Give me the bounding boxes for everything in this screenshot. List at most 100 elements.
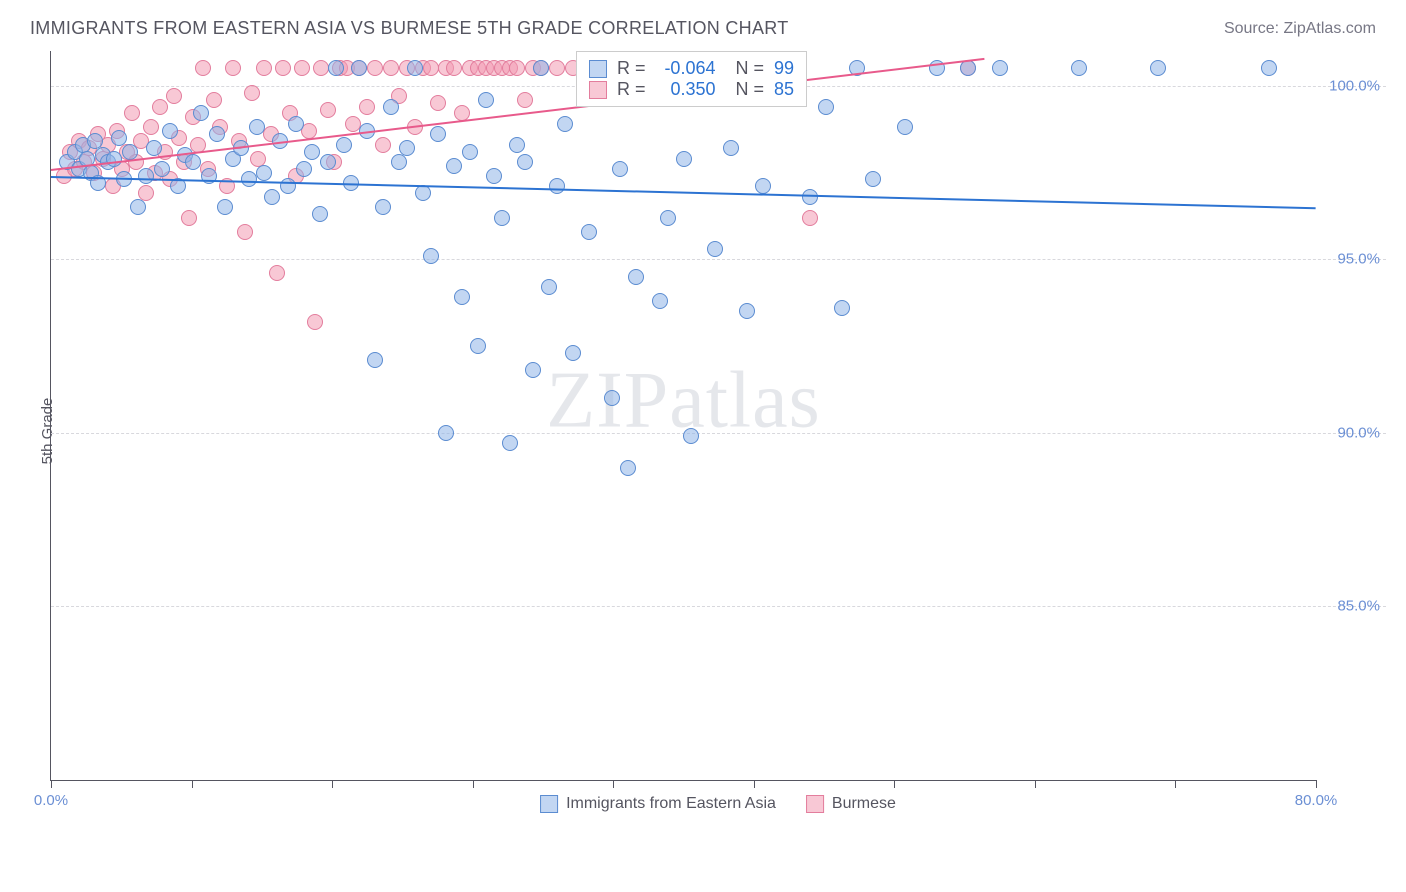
scatter-point-blue	[351, 60, 367, 76]
scatter-point-blue	[581, 224, 597, 240]
scatter-point-blue	[375, 199, 391, 215]
scatter-point-pink	[225, 60, 241, 76]
scatter-point-blue	[399, 140, 415, 156]
x-tick	[51, 780, 52, 788]
legend-item-pink: Burmese	[806, 795, 896, 813]
x-tick	[1316, 780, 1317, 788]
x-tick-label: 80.0%	[1295, 792, 1338, 809]
scatter-point-pink	[446, 60, 462, 76]
scatter-point-blue	[193, 105, 209, 121]
stat-r-value-pink: 0.350	[655, 79, 715, 100]
scatter-point-blue	[865, 171, 881, 187]
correlation-stat-box: R = -0.064 N = 99 R = 0.350 N = 85	[576, 51, 807, 107]
scatter-point-blue	[739, 303, 755, 319]
scatter-point-blue	[897, 119, 913, 135]
scatter-point-pink	[307, 314, 323, 330]
scatter-point-blue	[628, 269, 644, 285]
y-tick-label: 95.0%	[1337, 251, 1380, 268]
scatter-point-blue	[509, 137, 525, 153]
x-tick	[473, 780, 474, 788]
scatter-point-pink	[269, 265, 285, 281]
gridline-h	[51, 433, 1386, 434]
y-tick-label: 100.0%	[1329, 77, 1380, 94]
chart-container: 5th Grade ZIPatlas 85.0%90.0%95.0%100.0%…	[50, 51, 1386, 811]
gridline-h	[51, 259, 1386, 260]
scatter-point-blue	[296, 161, 312, 177]
scatter-point-blue	[383, 99, 399, 115]
scatter-point-blue	[652, 293, 668, 309]
scatter-point-blue	[320, 154, 336, 170]
x-tick	[894, 780, 895, 788]
scatter-point-pink	[256, 60, 272, 76]
scatter-point-blue	[565, 345, 581, 361]
legend-swatch-blue	[540, 795, 558, 813]
scatter-point-pink	[152, 99, 168, 115]
scatter-point-blue	[454, 289, 470, 305]
scatter-point-blue	[462, 144, 478, 160]
source-label: Source: ZipAtlas.com	[1224, 20, 1376, 38]
scatter-point-blue	[549, 178, 565, 194]
stat-swatch-pink	[589, 81, 607, 99]
scatter-point-pink	[320, 102, 336, 118]
scatter-point-blue	[502, 435, 518, 451]
scatter-point-blue	[264, 189, 280, 205]
scatter-point-blue	[533, 60, 549, 76]
scatter-point-pink	[367, 60, 383, 76]
scatter-point-pink	[275, 60, 291, 76]
scatter-point-blue	[304, 144, 320, 160]
scatter-point-blue	[106, 151, 122, 167]
scatter-point-blue	[1150, 60, 1166, 76]
scatter-point-blue	[407, 60, 423, 76]
stat-n-label: N =	[735, 58, 764, 79]
scatter-point-blue	[818, 99, 834, 115]
stat-r-label: R =	[617, 58, 646, 79]
x-tick	[332, 780, 333, 788]
scatter-point-blue	[217, 199, 233, 215]
x-tick	[1035, 780, 1036, 788]
stat-r-value-blue: -0.064	[655, 58, 715, 79]
scatter-point-blue	[604, 390, 620, 406]
scatter-point-pink	[244, 85, 260, 101]
scatter-point-blue	[312, 206, 328, 222]
x-tick	[613, 780, 614, 788]
x-tick	[1175, 780, 1176, 788]
scatter-point-pink	[166, 88, 182, 104]
stat-n-value-pink: 85	[774, 79, 794, 100]
scatter-point-blue	[367, 352, 383, 368]
scatter-point-pink	[430, 95, 446, 111]
x-tick-label: 0.0%	[34, 792, 68, 809]
scatter-point-blue	[612, 161, 628, 177]
legend-label-pink: Burmese	[832, 795, 896, 813]
scatter-point-pink	[549, 60, 565, 76]
scatter-point-pink	[206, 92, 222, 108]
scatter-point-pink	[423, 60, 439, 76]
scatter-point-blue	[209, 126, 225, 142]
scatter-point-blue	[430, 126, 446, 142]
scatter-point-blue	[185, 154, 201, 170]
stat-row-blue: R = -0.064 N = 99	[589, 58, 794, 79]
chart-title: IMMIGRANTS FROM EASTERN ASIA VS BURMESE …	[30, 18, 789, 39]
scatter-point-blue	[525, 362, 541, 378]
scatter-point-blue	[111, 130, 127, 146]
legend-item-blue: Immigrants from Eastern Asia	[540, 795, 776, 813]
scatter-point-blue	[478, 92, 494, 108]
scatter-point-blue	[992, 60, 1008, 76]
stat-r-label: R =	[617, 79, 646, 100]
stat-n-label: N =	[735, 79, 764, 100]
scatter-point-blue	[162, 123, 178, 139]
scatter-point-pink	[294, 60, 310, 76]
scatter-point-blue	[517, 154, 533, 170]
scatter-point-blue	[494, 210, 510, 226]
scatter-point-blue	[391, 154, 407, 170]
legend-swatch-pink	[806, 795, 824, 813]
scatter-point-pink	[124, 105, 140, 121]
stat-n-value-blue: 99	[774, 58, 794, 79]
scatter-point-blue	[438, 425, 454, 441]
scatter-point-blue	[620, 460, 636, 476]
gridline-h	[51, 606, 1386, 607]
scatter-point-pink	[181, 210, 197, 226]
scatter-point-blue	[960, 60, 976, 76]
scatter-point-blue	[154, 161, 170, 177]
scatter-point-blue	[241, 171, 257, 187]
scatter-point-blue	[446, 158, 462, 174]
